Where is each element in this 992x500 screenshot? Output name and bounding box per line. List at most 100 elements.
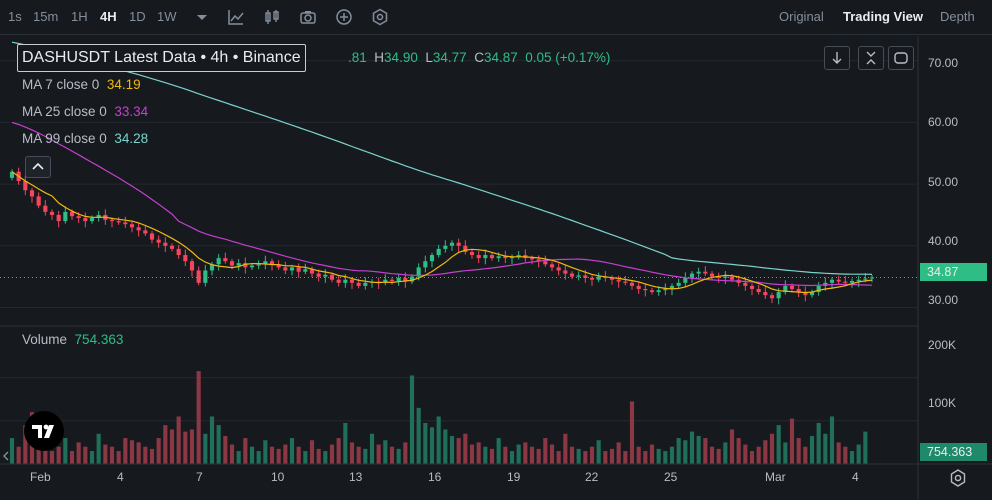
volume-bar: [476, 442, 481, 464]
volume-bar: [756, 446, 761, 464]
timeframe-15m[interactable]: 15m: [33, 9, 59, 24]
time-tick: 16: [428, 470, 442, 484]
timeframe-1d[interactable]: 1D: [129, 9, 146, 24]
volume-bar: [336, 438, 341, 464]
collapse-legend-button[interactable]: [25, 156, 51, 178]
volume-bar: [609, 448, 615, 464]
candle: [9, 171, 15, 178]
volume-bar: [396, 448, 401, 464]
candle: [809, 292, 815, 296]
volume-bar: [383, 440, 388, 464]
candle: [863, 278, 868, 280]
dropdown-icon[interactable]: [193, 8, 211, 26]
time-tick: 22: [585, 470, 599, 484]
volume-bar: [549, 444, 555, 464]
candle: [149, 233, 155, 240]
volume-bar: [443, 429, 448, 464]
candle: [583, 275, 588, 278]
volume-bar: [183, 431, 188, 464]
candle: [469, 251, 475, 256]
candle: [796, 288, 801, 293]
candle: [769, 295, 775, 299]
volume-bar: [689, 431, 695, 464]
timeframe-1h[interactable]: 1H: [71, 9, 88, 24]
volume-bar: [9, 438, 15, 464]
volume-bar: [596, 440, 601, 464]
symbol-title[interactable]: DASHUSDT Latest Data • 4h • Binance: [17, 44, 306, 72]
candle: [563, 270, 568, 274]
indicator-icon[interactable]: [227, 8, 245, 26]
volume-bar: [343, 422, 348, 464]
volume-bar: [709, 446, 715, 464]
volume-bar: [209, 416, 215, 464]
candle: [589, 277, 595, 280]
volume-bar: [523, 442, 528, 464]
candle: [196, 270, 201, 283]
candle: [203, 270, 208, 283]
volume-bar: [356, 446, 361, 464]
candle: [463, 245, 468, 252]
candle: [656, 290, 661, 293]
candle: [869, 277, 875, 279]
settings-icon[interactable]: [371, 8, 389, 26]
volume-bar: [156, 438, 161, 464]
volume-bar: [189, 429, 195, 464]
time-tick: 7: [196, 470, 203, 484]
volume-bar: [116, 451, 121, 464]
candle: [429, 255, 435, 262]
candle: [669, 285, 675, 289]
volume-bar: [323, 451, 328, 464]
volume-bar: [803, 446, 808, 464]
candle: [63, 211, 68, 222]
ma7-legend[interactable]: MA 7 close 0 34.19: [22, 77, 141, 92]
timeframe-4h[interactable]: 4H: [100, 9, 117, 24]
fullscreen-button[interactable]: [888, 46, 914, 70]
volume-bar: [376, 444, 381, 464]
add-icon[interactable]: [335, 8, 353, 26]
view-original[interactable]: Original: [779, 9, 824, 24]
candle: [403, 277, 408, 282]
timeframe-1s[interactable]: 1s: [8, 9, 22, 24]
chart-settings-icon[interactable]: [948, 468, 968, 488]
candle: [183, 255, 188, 262]
candle: [143, 230, 148, 234]
scroll-left-icon[interactable]: [2, 450, 10, 462]
camera-icon[interactable]: [299, 8, 317, 26]
candle: [723, 276, 728, 278]
ma25-legend[interactable]: MA 25 close 0 33.34: [22, 104, 149, 119]
volume-bar: [149, 448, 155, 464]
candle: [336, 279, 341, 283]
volume-bar: [823, 433, 828, 464]
candle: [783, 285, 788, 293]
download-button[interactable]: [824, 46, 850, 70]
candle: [283, 267, 288, 271]
candle: [663, 288, 668, 291]
ma99-legend[interactable]: MA 99 close 0 34.28: [22, 131, 149, 146]
candle: [496, 256, 501, 259]
volume-bar: [409, 375, 415, 464]
volume-bar: [543, 438, 548, 464]
candle: [289, 267, 295, 271]
price-chart[interactable]: [0, 36, 992, 500]
candle: [389, 279, 395, 281]
volume-bar: [216, 425, 221, 464]
collapse-button[interactable]: [858, 46, 884, 70]
view-depth[interactable]: Depth: [940, 9, 975, 24]
volume-bar: [423, 422, 428, 464]
candle: [543, 261, 548, 265]
volume-tick: 200K: [928, 338, 957, 352]
volume-bar: [136, 442, 141, 464]
volume-bar: [649, 444, 655, 464]
volume-legend[interactable]: Volume 754.363: [22, 332, 124, 347]
volume-bar: [243, 438, 248, 464]
volume-bar: [236, 451, 241, 464]
candle-type-icon[interactable]: [263, 8, 281, 26]
volume-bar: [269, 446, 275, 464]
timeframe-1w[interactable]: 1W: [157, 9, 177, 24]
candle: [703, 271, 708, 274]
candle: [743, 282, 748, 286]
view-trading-view[interactable]: Trading View: [843, 9, 923, 24]
candle: [843, 281, 848, 283]
chevron-up-icon: [32, 162, 44, 170]
candle: [29, 190, 35, 197]
